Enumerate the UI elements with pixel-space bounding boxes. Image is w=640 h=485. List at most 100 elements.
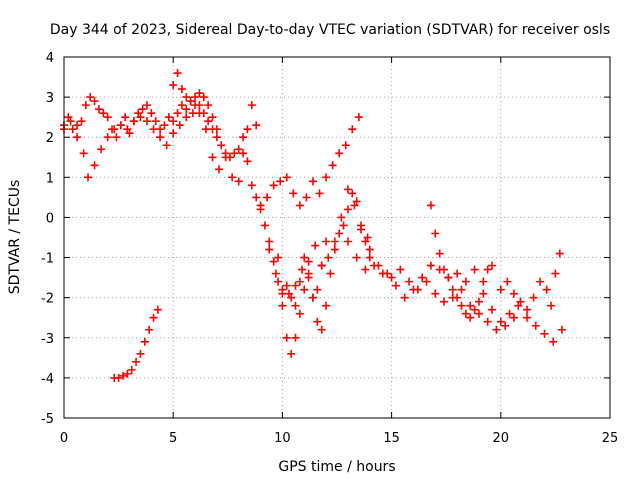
data-point xyxy=(466,313,475,322)
chart-title: Day 344 of 2023, Sidereal Day-to-day VTE… xyxy=(50,22,610,38)
series-trace-j xyxy=(496,249,564,314)
data-point xyxy=(173,109,182,118)
data-point xyxy=(153,305,162,314)
data-point xyxy=(557,325,566,334)
data-point xyxy=(151,117,160,126)
data-point xyxy=(204,117,213,126)
data-point xyxy=(315,189,324,198)
data-point xyxy=(217,141,226,150)
data-point xyxy=(313,285,322,294)
y-tick-label: -3 xyxy=(41,332,54,347)
data-point xyxy=(138,105,147,114)
data-point xyxy=(252,193,261,202)
data-point xyxy=(287,293,296,302)
data-point xyxy=(317,261,326,270)
y-tick-label: 0 xyxy=(46,211,54,226)
data-point xyxy=(278,301,287,310)
data-point xyxy=(483,265,492,274)
data-point xyxy=(435,249,444,258)
data-point xyxy=(496,285,505,294)
data-point xyxy=(201,125,210,134)
data-point xyxy=(247,181,256,190)
data-point xyxy=(514,301,523,310)
data-point xyxy=(221,149,230,158)
data-point xyxy=(278,285,287,294)
data-point xyxy=(300,253,309,262)
data-point xyxy=(531,321,540,330)
data-point xyxy=(164,113,173,122)
x-tick-label: 15 xyxy=(383,431,400,446)
data-point xyxy=(448,285,457,294)
data-point xyxy=(295,309,304,318)
data-point xyxy=(212,133,221,142)
data-point xyxy=(308,177,317,186)
data-point xyxy=(474,297,483,306)
data-point xyxy=(260,221,269,230)
data-point xyxy=(228,173,237,182)
x-tick-label: 10 xyxy=(274,431,291,446)
data-point xyxy=(348,189,357,198)
data-point xyxy=(470,305,479,314)
data-point xyxy=(365,245,374,254)
data-point xyxy=(265,245,274,254)
data-point xyxy=(503,277,512,286)
y-axis-label: SDTVAR / TECUs xyxy=(7,180,23,295)
data-point xyxy=(330,237,339,246)
data-point xyxy=(169,81,178,90)
y-tick-label: 3 xyxy=(46,91,54,106)
data-point xyxy=(160,121,169,130)
data-point xyxy=(496,317,505,326)
data-point xyxy=(298,265,307,274)
data-point xyxy=(409,285,418,294)
data-point xyxy=(422,277,431,286)
data-point xyxy=(479,289,488,298)
data-point xyxy=(474,309,483,318)
x-axis-label: GPS time / hours xyxy=(278,459,395,475)
series-trace-e xyxy=(110,305,162,382)
data-point xyxy=(341,141,350,150)
data-point xyxy=(169,117,178,126)
data-point xyxy=(134,109,143,118)
data-point xyxy=(212,125,221,134)
data-point xyxy=(234,145,243,154)
data-point xyxy=(289,189,298,198)
data-point xyxy=(79,149,88,158)
data-point xyxy=(94,105,103,114)
data-point xyxy=(542,285,551,294)
data-point xyxy=(311,241,320,250)
data-point xyxy=(547,301,556,310)
data-point xyxy=(81,101,90,110)
data-point xyxy=(343,205,352,214)
data-points xyxy=(60,69,566,382)
data-point xyxy=(129,117,138,126)
data-point xyxy=(322,301,331,310)
data-point xyxy=(145,325,154,334)
data-point xyxy=(127,365,136,374)
data-point xyxy=(335,149,344,158)
data-point xyxy=(431,229,440,238)
data-point xyxy=(269,257,278,266)
data-point xyxy=(175,121,184,130)
series-trace-d xyxy=(256,113,363,210)
data-point xyxy=(529,293,538,302)
data-point xyxy=(103,133,112,142)
data-point xyxy=(549,337,558,346)
data-point xyxy=(540,329,549,338)
plot-frame xyxy=(63,56,611,419)
data-point xyxy=(365,253,374,262)
data-point xyxy=(208,153,217,162)
data-point xyxy=(274,277,283,286)
data-point xyxy=(322,173,331,182)
data-point xyxy=(234,177,243,186)
data-point xyxy=(483,317,492,326)
x-tick-label: 25 xyxy=(602,431,619,446)
data-point xyxy=(239,133,248,142)
data-point xyxy=(488,261,497,270)
series-trace-i xyxy=(426,201,497,322)
data-point xyxy=(337,213,346,222)
data-point xyxy=(466,301,475,310)
data-point xyxy=(291,301,300,310)
data-point xyxy=(284,289,293,298)
data-point xyxy=(263,193,272,202)
data-point xyxy=(208,113,217,122)
